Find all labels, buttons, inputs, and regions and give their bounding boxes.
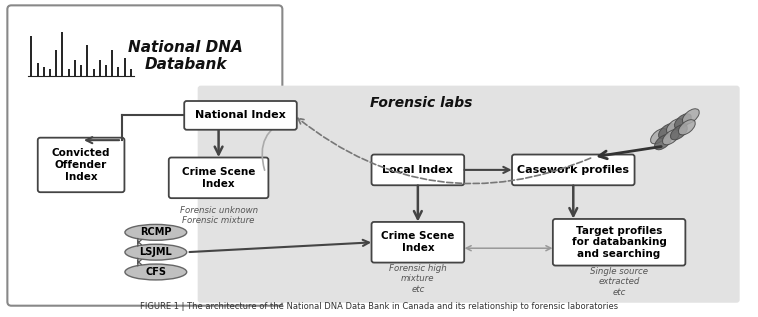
Text: CFS: CFS xyxy=(146,267,166,277)
Text: Forensic unknown
Forensic mixture: Forensic unknown Forensic mixture xyxy=(180,206,258,225)
Ellipse shape xyxy=(675,114,691,129)
FancyBboxPatch shape xyxy=(371,222,464,262)
Ellipse shape xyxy=(678,120,695,135)
FancyBboxPatch shape xyxy=(169,158,268,198)
Text: FIGURE 1 | The architecture of the National DNA Data Bank in Canada and its rela: FIGURE 1 | The architecture of the Natio… xyxy=(140,302,618,311)
Text: Single source
extracted
etc: Single source extracted etc xyxy=(590,267,648,297)
Ellipse shape xyxy=(650,129,667,144)
Ellipse shape xyxy=(682,109,700,124)
Text: Local Index: Local Index xyxy=(383,165,453,175)
Ellipse shape xyxy=(671,125,688,140)
Ellipse shape xyxy=(655,134,672,150)
Text: Crime Scene
Index: Crime Scene Index xyxy=(182,167,255,189)
Text: Forensic labs: Forensic labs xyxy=(370,96,472,111)
Text: National DNA
Databank: National DNA Databank xyxy=(128,40,243,72)
Ellipse shape xyxy=(659,124,675,139)
Text: Convicted
Offender
Index: Convicted Offender Index xyxy=(52,148,111,182)
Ellipse shape xyxy=(666,119,683,134)
Text: RCMP: RCMP xyxy=(140,227,171,237)
Text: Crime Scene
Index: Crime Scene Index xyxy=(381,231,455,253)
FancyBboxPatch shape xyxy=(198,86,740,303)
Ellipse shape xyxy=(125,224,186,240)
Text: Casework profiles: Casework profiles xyxy=(517,165,629,175)
Ellipse shape xyxy=(125,264,186,280)
Text: Forensic high
mixture
etc: Forensic high mixture etc xyxy=(389,264,446,294)
Text: Target profiles
for databanking
and searching: Target profiles for databanking and sear… xyxy=(572,226,666,259)
FancyBboxPatch shape xyxy=(38,138,124,192)
FancyBboxPatch shape xyxy=(8,5,283,306)
Ellipse shape xyxy=(125,244,186,260)
Text: LSJML: LSJML xyxy=(139,247,172,257)
FancyBboxPatch shape xyxy=(512,154,634,185)
FancyBboxPatch shape xyxy=(371,154,464,185)
FancyBboxPatch shape xyxy=(184,101,297,130)
Ellipse shape xyxy=(662,130,679,145)
FancyBboxPatch shape xyxy=(553,219,685,266)
Text: National Index: National Index xyxy=(195,110,286,120)
